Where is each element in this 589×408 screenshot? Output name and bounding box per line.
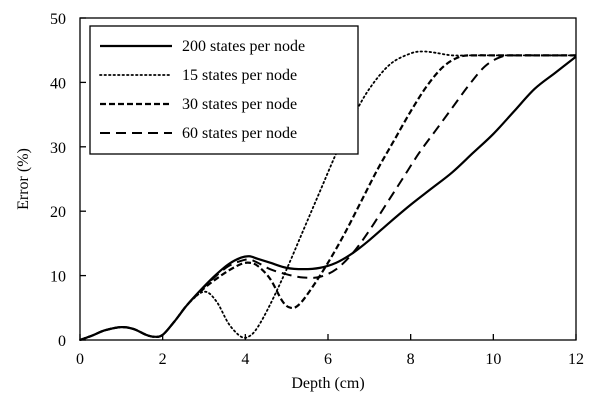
- x-tick-label: 8: [407, 351, 415, 368]
- x-tick-label: 4: [241, 351, 249, 368]
- x-tick-label: 6: [324, 351, 332, 368]
- legend: 200 states per node 15 states per node 30 …: [89, 25, 359, 155]
- series-line-3: [79, 54, 576, 342]
- x-tick-label: 10: [485, 351, 501, 368]
- series-line-2: [79, 50, 577, 341]
- y-tick-label: 20: [50, 204, 66, 221]
- axes: 0 2 4 6 8 10 12 0 10 20 30 40 50 Depth (cm) Error (%): [15, 11, 584, 392]
- legend-label-1: 200 states per node: [182, 38, 305, 55]
- y-tick-label: 40: [50, 75, 66, 92]
- legend-label-3: 30 states per node: [182, 96, 297, 113]
- y-axis-title: Error (%): [15, 148, 32, 210]
- legend-label-2: 15 states per node: [182, 67, 297, 84]
- x-tick-label: 12: [568, 351, 584, 368]
- legend-label-4: 60 states per node: [182, 125, 297, 142]
- x-axis-title: Depth (cm): [291, 375, 364, 392]
- y-tick-label: 10: [50, 269, 66, 286]
- y-tick-label: 30: [50, 140, 66, 157]
- x-tick-label: 2: [159, 351, 167, 368]
- y-tick-label: 0: [58, 333, 66, 350]
- y-tick-label: 50: [50, 11, 66, 28]
- x-tick-label: 0: [76, 351, 84, 368]
- series-layer: [79, 50, 577, 342]
